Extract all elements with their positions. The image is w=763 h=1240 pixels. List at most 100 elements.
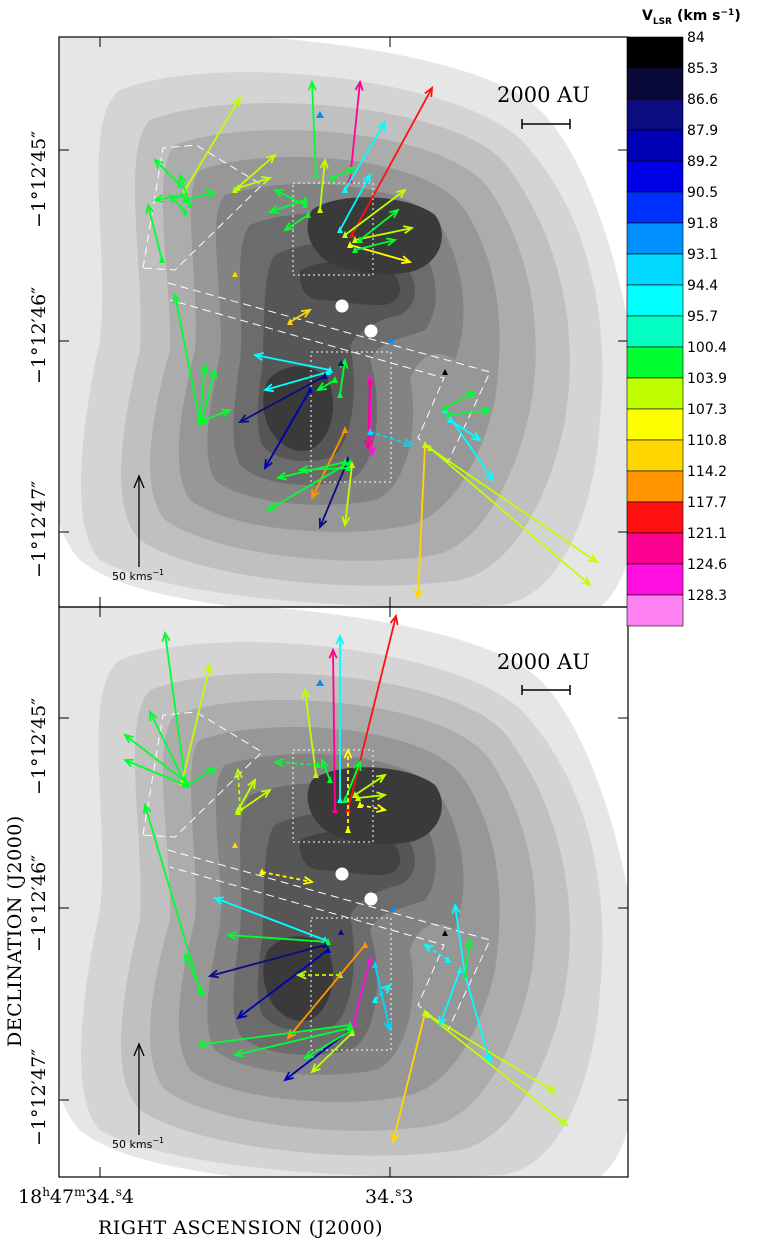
proper-motion-vector bbox=[187, 767, 216, 786]
vector-arrowhead bbox=[362, 173, 372, 185]
proper-motion-vector bbox=[304, 1029, 353, 1059]
vector-arrowhead bbox=[587, 553, 599, 564]
region-box-west bbox=[142, 711, 263, 838]
proper-motion-vector bbox=[174, 294, 201, 423]
proper-motion-vector bbox=[319, 459, 349, 528]
vector-arrowhead bbox=[272, 758, 284, 768]
proper-motion-vector bbox=[124, 734, 187, 783]
proper-motion-vector bbox=[169, 194, 186, 213]
vector-arrowhead bbox=[390, 1132, 400, 1145]
proper-motion-vector bbox=[237, 177, 271, 189]
vector-arrowhead bbox=[225, 931, 237, 941]
region-box-east bbox=[167, 282, 491, 463]
proper-motion-vector bbox=[149, 711, 186, 784]
proper-motion-vector bbox=[417, 444, 426, 599]
proper-motion-vector bbox=[264, 389, 311, 469]
vector-arrowhead bbox=[199, 362, 209, 374]
colorbar-swatch bbox=[626, 501, 684, 534]
region-box-east bbox=[167, 849, 491, 1031]
colorbar-level-label: 90.5 bbox=[687, 185, 718, 201]
proper-motion-vector bbox=[374, 964, 391, 1031]
maser-spot-marker bbox=[357, 236, 363, 243]
proper-motion-vector bbox=[289, 309, 311, 323]
maser-spot-marker bbox=[349, 231, 355, 238]
colorbar-level-label: 94.4 bbox=[687, 278, 718, 294]
maser-spot-marker bbox=[337, 226, 343, 233]
colorbar-level-label: 117.7 bbox=[687, 495, 727, 511]
colorbar-swatch bbox=[626, 191, 684, 224]
vector-arrowhead bbox=[481, 406, 493, 416]
maser-spot-marker bbox=[445, 411, 451, 418]
proper-motion-vector bbox=[464, 939, 471, 976]
vector-arrowhead bbox=[152, 194, 164, 203]
colorbar-swatch bbox=[626, 470, 684, 503]
colorbar-swatch bbox=[626, 594, 684, 627]
continuum-peak-2 bbox=[364, 892, 378, 906]
proper-motion-vector bbox=[344, 189, 406, 236]
x-tick-label-2: 34.s3 bbox=[365, 1185, 413, 1208]
proper-motion-vector bbox=[234, 1027, 351, 1056]
maser-spot-marker bbox=[329, 174, 335, 181]
scale-bar-label: 2000 AU bbox=[497, 83, 590, 107]
colorbar-swatch bbox=[626, 222, 684, 255]
colorbar-swatch bbox=[626, 439, 684, 472]
maser-spot-marker bbox=[427, 444, 433, 451]
vector-arrowhead bbox=[558, 1116, 569, 1127]
vector-arrowhead bbox=[343, 747, 353, 759]
maser-spot-marker bbox=[185, 781, 191, 788]
proper-motion-vector bbox=[374, 984, 391, 1001]
y-tick-label: −1°12′47″ bbox=[28, 1049, 50, 1146]
bottom-panel-continuum bbox=[59, 607, 628, 1177]
maser-spot-marker bbox=[337, 796, 343, 803]
colorbar-swatch bbox=[626, 284, 684, 317]
vector-arrowhead bbox=[267, 205, 280, 214]
maser-spot-marker bbox=[237, 804, 243, 811]
maser-spot-marker bbox=[182, 196, 188, 203]
maser-spot-marker bbox=[367, 956, 373, 963]
vector-arrowhead bbox=[205, 766, 217, 776]
maser-spot-marker bbox=[349, 461, 355, 468]
vector-arrowhead bbox=[212, 896, 225, 905]
maser-spot-marker bbox=[337, 391, 343, 398]
vector-arrowhead bbox=[145, 202, 155, 215]
proper-motion-vector bbox=[274, 761, 319, 766]
maser-spot-marker bbox=[232, 186, 238, 193]
proper-motion-vector bbox=[267, 461, 351, 511]
colorbar-level-label: 95.7 bbox=[687, 309, 718, 325]
colorbar-level-label: 121.1 bbox=[687, 526, 727, 542]
proper-motion-vector bbox=[317, 379, 336, 391]
vector-arrowhead bbox=[400, 255, 413, 265]
proper-motion-vector bbox=[261, 871, 313, 883]
proper-motion-vector bbox=[339, 359, 346, 396]
top-velocity-reference: 50 kms−1 bbox=[112, 474, 164, 583]
vector-arrowhead bbox=[236, 1009, 247, 1020]
region-box-west bbox=[142, 144, 263, 271]
maser-spot-marker bbox=[332, 806, 338, 813]
vector-arrowhead bbox=[301, 687, 311, 699]
maser-spot-marker bbox=[187, 201, 193, 208]
maser-spot-marker bbox=[305, 211, 311, 218]
colorbar-swatch bbox=[626, 253, 684, 286]
proper-motion-vector bbox=[331, 167, 356, 179]
colorbar-level-label: 91.8 bbox=[687, 216, 718, 232]
proper-motion-vector bbox=[424, 1012, 556, 1093]
proper-motion-vector bbox=[237, 779, 256, 811]
maser-spot-marker bbox=[325, 946, 331, 953]
x-axis-title: RIGHT ASCENSION (J2000) bbox=[98, 1217, 383, 1239]
colorbar-title: VLSR (km s−1) bbox=[642, 8, 741, 27]
vector-arrowhead bbox=[385, 237, 398, 247]
vector-arrowhead bbox=[318, 517, 328, 530]
proper-motion-vector bbox=[181, 664, 211, 783]
proper-motion-vector bbox=[449, 419, 481, 441]
proper-motion-vector bbox=[154, 194, 183, 201]
y-tick-label: −1°12′47″ bbox=[28, 481, 50, 578]
maser-spot-marker bbox=[462, 971, 468, 978]
scale-bar-label: 2000 AU bbox=[497, 650, 590, 674]
colorbar-level-label: 85.3 bbox=[687, 61, 718, 77]
proper-motion-vector bbox=[427, 1014, 568, 1126]
vector-arrowhead bbox=[172, 292, 181, 304]
maser-spot-marker bbox=[332, 376, 338, 383]
maser-spot-marker bbox=[352, 246, 358, 253]
maser-spot-marker bbox=[313, 771, 319, 778]
y-tick-label: −1°12′45″ bbox=[28, 131, 50, 228]
